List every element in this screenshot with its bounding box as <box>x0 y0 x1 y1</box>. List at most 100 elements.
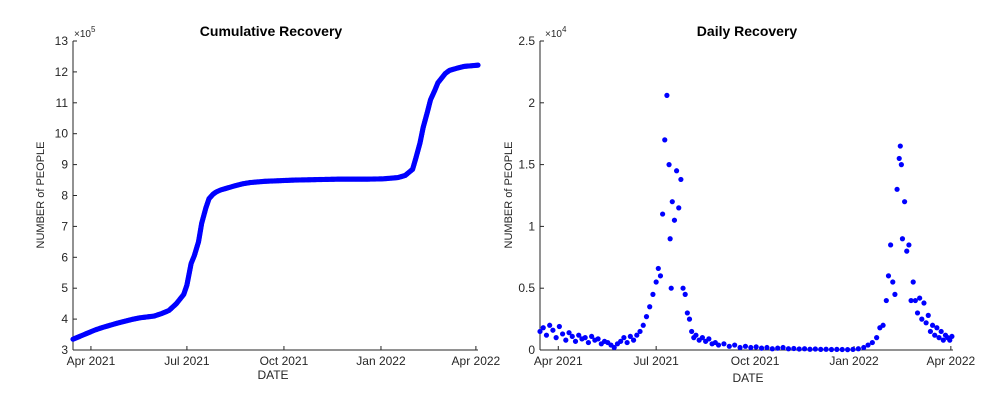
data-point <box>737 344 743 351</box>
data-point <box>576 332 582 338</box>
data-point <box>949 333 955 340</box>
data-point <box>785 346 792 352</box>
data-point <box>940 337 946 343</box>
data-points <box>70 62 481 342</box>
x-tick-label: Jan 2022 <box>829 354 879 368</box>
data-point <box>553 335 559 341</box>
data-point <box>742 343 749 349</box>
data-point <box>780 344 786 351</box>
x-tick-label: Apr 2022 <box>452 354 501 368</box>
data-point <box>897 143 903 149</box>
data-point <box>834 346 840 352</box>
data-point <box>678 176 684 183</box>
plot-area <box>540 41 953 350</box>
y-tick-label: 3 <box>61 343 68 357</box>
data-point <box>861 344 867 351</box>
data-point <box>715 342 722 348</box>
data-point <box>758 345 765 351</box>
y-tick-label: 7 <box>61 219 68 233</box>
data-point <box>801 346 808 352</box>
data-point <box>660 211 666 217</box>
data-point <box>812 346 818 352</box>
y-tick-label: 13 <box>55 34 69 48</box>
data-point <box>475 62 481 68</box>
data-point <box>807 346 813 352</box>
y-axis-label: NUMBER of PEOPLE <box>35 142 47 249</box>
data-point <box>823 346 829 352</box>
data-point <box>569 333 575 340</box>
data-point <box>885 273 892 279</box>
data-point <box>917 295 923 301</box>
y-tick-label: 4 <box>61 312 68 326</box>
data-point <box>634 332 640 338</box>
data-point <box>748 344 754 351</box>
y-tick-label: 0.5 <box>518 281 535 295</box>
data-point <box>923 320 929 326</box>
data-point <box>796 346 802 352</box>
data-point <box>892 291 898 297</box>
y-ticks: 3 4 5 6 7 8 9 10 11 12 13 <box>55 34 77 357</box>
data-point <box>865 342 871 348</box>
data-point <box>929 322 936 328</box>
data-point <box>556 323 562 330</box>
y-multiplier-label: ×104 <box>545 25 567 40</box>
data-point <box>624 339 630 346</box>
data-point <box>585 339 591 346</box>
data-point <box>706 336 712 342</box>
data-point <box>904 248 910 254</box>
plot-area <box>73 41 478 350</box>
data-point <box>662 137 668 143</box>
y-tick-label: 11 <box>56 96 69 110</box>
data-point <box>537 328 543 335</box>
data-point <box>899 236 906 242</box>
data-point <box>855 346 861 352</box>
data-point <box>627 333 633 340</box>
y-tick-label: 12 <box>55 65 69 79</box>
data-point <box>550 327 556 333</box>
y-tick-label: 6 <box>61 250 68 264</box>
cumulative-recovery-chart: Cumulative Recovery 3 4 5 6 7 8 9 10 11 12 13 Apr … <box>35 23 501 382</box>
data-point <box>640 322 646 328</box>
data-point <box>721 341 727 347</box>
data-point <box>850 346 856 352</box>
data-point <box>643 314 650 320</box>
y-tick-label: 8 <box>61 189 68 203</box>
data-point <box>828 346 835 353</box>
data-point <box>653 279 659 285</box>
chart-title: Cumulative Recovery <box>200 23 343 39</box>
data-point <box>647 304 653 310</box>
data-point <box>589 333 595 340</box>
data-point <box>906 242 912 248</box>
y-tick-label: 10 <box>55 127 69 141</box>
data-point <box>650 291 656 297</box>
data-point <box>667 236 673 242</box>
data-point <box>732 342 738 348</box>
y-tick-label: 1 <box>528 219 535 233</box>
y-tick-label: 1.5 <box>518 158 535 172</box>
y-multiplier-label: ×105 <box>74 25 96 40</box>
data-point <box>883 297 889 304</box>
y-ticks: 0 0.5 1 1.5 2 2.5 <box>518 34 544 357</box>
data-point <box>621 335 627 341</box>
x-tick-label: Oct 2021 <box>731 354 780 368</box>
data-point <box>686 316 693 322</box>
x-tick-label: Jul 2021 <box>633 354 679 368</box>
x-axis-label: DATE <box>257 368 288 382</box>
data-point <box>890 279 896 285</box>
data-points <box>537 92 955 353</box>
data-point <box>680 285 686 291</box>
data-point <box>655 265 661 272</box>
data-point <box>839 346 845 353</box>
data-point <box>912 297 918 304</box>
y-tick-label: 2.5 <box>518 34 535 48</box>
data-point <box>563 337 569 343</box>
data-point <box>894 186 900 192</box>
data-point <box>927 328 934 335</box>
data-point <box>898 162 904 168</box>
data-point <box>657 273 664 279</box>
y-tick-label: 5 <box>61 281 68 295</box>
data-point <box>572 338 579 344</box>
data-point <box>818 346 824 352</box>
data-point <box>932 332 938 338</box>
data-point <box>566 330 572 336</box>
